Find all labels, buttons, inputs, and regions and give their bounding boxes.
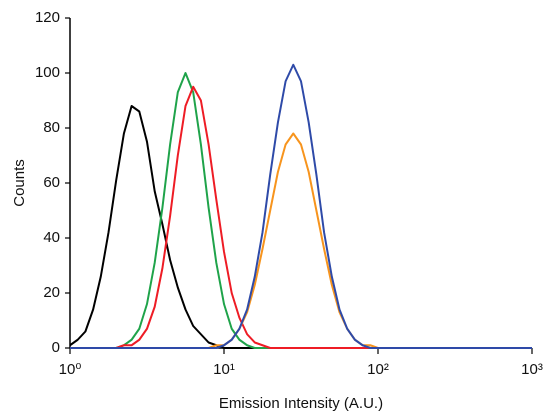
y-tick-label: 60 — [43, 174, 60, 191]
y-tick-label: 20 — [43, 284, 60, 301]
y-tick-label: 80 — [43, 119, 60, 136]
y-tick-label: 0 — [52, 339, 60, 356]
series-line — [70, 132, 532, 349]
series-line — [69, 105, 532, 349]
y-tick-label: 40 — [43, 229, 60, 246]
x-axis-label: Emission Intensity (A.U.) — [219, 395, 383, 412]
x-tick-label: 10³ — [521, 361, 543, 378]
series-line — [70, 85, 532, 349]
x-tick-label: 10¹ — [213, 361, 235, 378]
y-tick-label: 100 — [35, 64, 60, 81]
y-tick-label: 120 — [35, 9, 60, 26]
y-axis-label: Counts — [11, 159, 28, 207]
x-tick-label: 10⁰ — [59, 361, 82, 378]
series-line — [70, 63, 532, 349]
x-tick-label: 10² — [367, 361, 389, 378]
